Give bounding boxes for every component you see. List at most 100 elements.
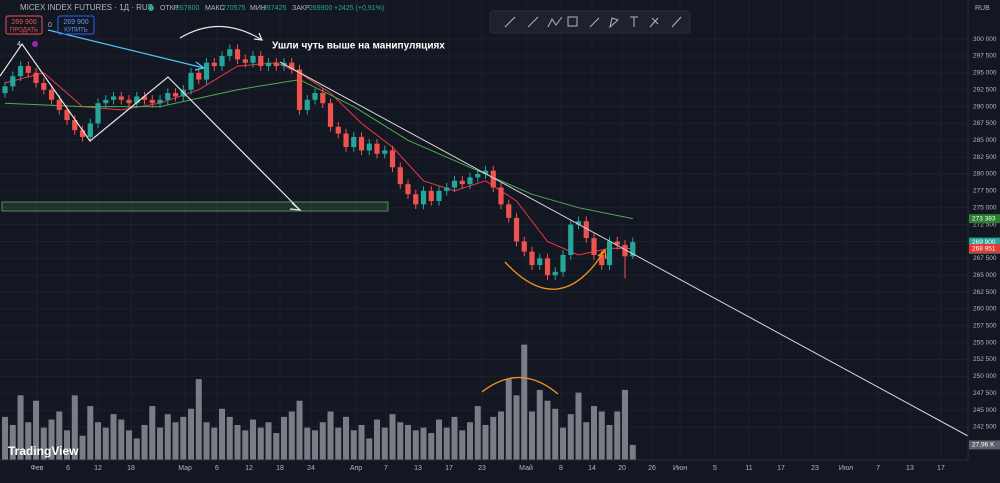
volume-bar bbox=[265, 422, 272, 460]
candle-body bbox=[203, 62, 210, 80]
volume-bar bbox=[164, 414, 171, 460]
candle-body bbox=[467, 177, 473, 185]
volume-bar bbox=[381, 427, 388, 460]
volume-bar bbox=[141, 424, 148, 460]
volume-bar bbox=[622, 389, 629, 460]
y-tick-label: 277 500 bbox=[973, 188, 997, 195]
sell-button[interactable] bbox=[5, 15, 43, 35]
x-tick-label: 20 bbox=[618, 465, 626, 472]
x-tick-label: Июл bbox=[839, 465, 853, 472]
volume-bar bbox=[544, 400, 551, 460]
volume-bar bbox=[257, 427, 264, 460]
volume-bar bbox=[180, 416, 187, 460]
candle-body bbox=[172, 93, 179, 97]
arrow-head bbox=[253, 32, 263, 41]
tool-icon[interactable] bbox=[609, 17, 619, 29]
x-tick-label: 8 bbox=[559, 465, 563, 472]
y-tick-label: 280 000 bbox=[973, 171, 997, 178]
volume-bar bbox=[583, 422, 590, 460]
candle-body bbox=[304, 99, 310, 110]
price-label: 268 951 bbox=[972, 245, 996, 252]
candle-body bbox=[583, 221, 589, 239]
y-tick-label: 292 500 bbox=[973, 86, 997, 93]
candle-body bbox=[242, 59, 248, 63]
candle-body bbox=[196, 72, 202, 80]
x-tick-label: 18 bbox=[127, 465, 135, 472]
candle-body bbox=[544, 258, 551, 276]
x-tick-label: 26 bbox=[648, 465, 656, 472]
volume-bar bbox=[513, 395, 520, 460]
candle-body bbox=[265, 62, 272, 67]
tool-icon[interactable] bbox=[547, 16, 563, 28]
volume-bar bbox=[560, 427, 567, 460]
status-dot bbox=[148, 5, 154, 11]
tool-icon[interactable] bbox=[527, 16, 539, 28]
candle-body bbox=[157, 99, 163, 104]
volume-bar bbox=[304, 427, 311, 460]
candle-body bbox=[134, 96, 140, 104]
candle-body bbox=[382, 150, 388, 154]
annotation: Ушли чуть выше на манипуляциях bbox=[272, 41, 445, 52]
x-tick-label: Мар bbox=[178, 465, 192, 472]
tool-icon[interactable] bbox=[649, 17, 659, 28]
volume-bar bbox=[521, 344, 528, 460]
zigzag bbox=[0, 42, 301, 211]
ohlc-label: ОТКР bbox=[160, 5, 179, 12]
volume-bar bbox=[2, 416, 9, 460]
y-tick-label: 265 000 bbox=[973, 272, 997, 279]
x-tick-label: 23 bbox=[478, 465, 486, 472]
indicators-count[interactable]: 4 bbox=[17, 41, 21, 48]
currency: RUB bbox=[975, 5, 990, 12]
symbol: MICEX INDEX FUTURES · 1Д · RUS bbox=[20, 3, 153, 12]
indicator-icon bbox=[32, 41, 38, 47]
price-label-box bbox=[969, 244, 1000, 254]
candle-body bbox=[211, 62, 217, 67]
volume-bar bbox=[490, 416, 497, 460]
candle-body bbox=[25, 66, 31, 73]
candle-body bbox=[459, 180, 465, 185]
sell-label: ПРОДАТЬ bbox=[10, 28, 38, 34]
ohlc-label: МАКС bbox=[205, 5, 225, 12]
volume-bar bbox=[374, 419, 381, 460]
x-tick-label: 23 bbox=[811, 465, 819, 472]
tool-icon[interactable] bbox=[671, 16, 682, 28]
volume-bar bbox=[118, 419, 125, 460]
candle-body bbox=[10, 76, 16, 87]
tool-icon[interactable] bbox=[567, 16, 578, 27]
volume-bar bbox=[405, 424, 412, 460]
volume-bar bbox=[195, 379, 202, 460]
tool-icon[interactable] bbox=[504, 16, 516, 28]
volume-bar bbox=[110, 414, 117, 460]
candle-body bbox=[41, 82, 47, 90]
volume-bar bbox=[234, 424, 241, 460]
candle-body bbox=[273, 62, 279, 67]
cyan-arrow bbox=[47, 29, 205, 69]
arrow-head bbox=[597, 248, 607, 260]
buy-button[interactable] bbox=[57, 15, 95, 35]
y-tick-label: 257 500 bbox=[973, 322, 997, 329]
candle-body bbox=[630, 242, 636, 257]
candle-body bbox=[358, 136, 365, 151]
tool-icon[interactable] bbox=[589, 17, 600, 28]
tool-icon[interactable] bbox=[630, 16, 638, 27]
spread: 0 bbox=[48, 22, 52, 29]
x-tick-label: 11 bbox=[745, 465, 752, 472]
toolbar bbox=[489, 10, 691, 34]
volume-bar bbox=[219, 408, 226, 460]
volume-bar bbox=[288, 411, 295, 460]
y-tick-label: 260 000 bbox=[973, 306, 997, 313]
y-tick-label: 300 000 bbox=[973, 36, 997, 43]
volume-bar bbox=[133, 438, 140, 460]
candle-body bbox=[405, 184, 411, 195]
arc-arrow bbox=[179, 25, 263, 41]
volume-bar bbox=[443, 427, 450, 460]
volume-bar bbox=[536, 389, 543, 460]
candle-body bbox=[48, 89, 55, 100]
volume-bar bbox=[250, 419, 257, 460]
volume-bar bbox=[335, 427, 342, 460]
candle-body bbox=[498, 187, 504, 205]
candle-body bbox=[568, 224, 574, 255]
volume-bar bbox=[273, 433, 280, 460]
candle-body bbox=[374, 143, 380, 154]
volume-bar bbox=[242, 430, 249, 460]
